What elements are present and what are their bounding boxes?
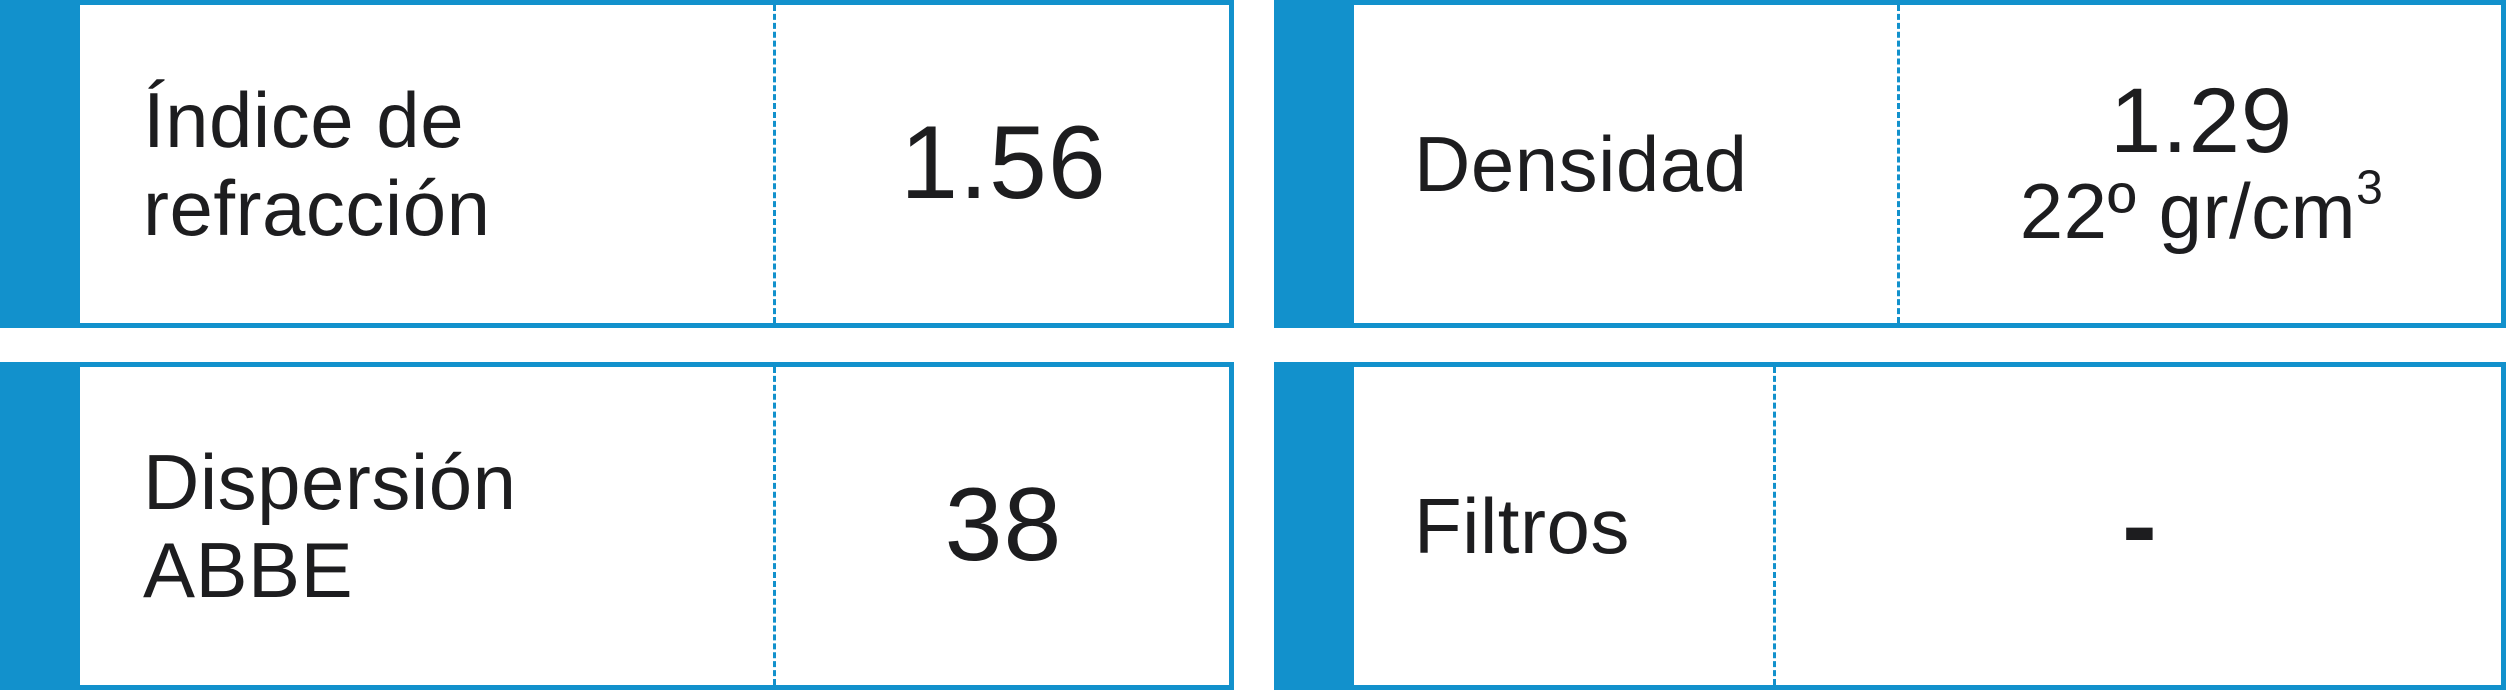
- filters-label-text: Filtros: [1414, 481, 1630, 570]
- density-number: 1.29: [2109, 69, 2294, 172]
- abbe-dispersion-label: Dispersión ABBE: [143, 367, 763, 685]
- abbe-dispersion-card: Dispersión ABBE 38: [0, 362, 1234, 690]
- density-unit-main: 22º gr/cm: [2019, 167, 2357, 256]
- card-accent-bar: [0, 0, 80, 328]
- filters-value-text: -: [2122, 468, 2157, 584]
- card-accent-bar: [1274, 0, 1354, 328]
- dispersion-label-line-2: ABBE: [143, 526, 354, 614]
- abbe-dispersion-value: 38: [778, 367, 1229, 685]
- filters-label: Filtros: [1414, 367, 1769, 685]
- card-divider: [773, 367, 776, 685]
- card-divider: [773, 5, 776, 323]
- refraction-index-value: 1.56: [778, 5, 1229, 323]
- density-unit-exponent: 3: [2356, 161, 2384, 215]
- refraction-index-label: Índice de refracción: [143, 5, 763, 323]
- density-label-text: Densidad: [1414, 119, 1748, 208]
- density-label: Densidad: [1414, 5, 1894, 323]
- filters-card: Filtros -: [1274, 362, 2506, 690]
- refraction-label-line-1: Índice de: [143, 75, 465, 164]
- dispersion-label-line-1: Dispersión: [143, 437, 517, 526]
- card-divider: [1773, 367, 1776, 685]
- dispersion-value: 38: [944, 467, 1063, 584]
- density-card: Densidad 1.29 22º gr/cm3: [1274, 0, 2506, 328]
- density-unit: 22º gr/cm3: [2019, 164, 2384, 256]
- refraction-index-card: Índice de refracción 1.56: [0, 0, 1234, 328]
- density-value: 1.29 22º gr/cm3: [1902, 5, 2501, 323]
- card-divider: [1897, 5, 1900, 323]
- card-accent-bar: [0, 362, 80, 690]
- refraction-label-line-2: refracción: [143, 164, 491, 252]
- card-accent-bar: [1274, 362, 1354, 690]
- refraction-value: 1.56: [900, 105, 1107, 222]
- filters-value: -: [1778, 367, 2501, 685]
